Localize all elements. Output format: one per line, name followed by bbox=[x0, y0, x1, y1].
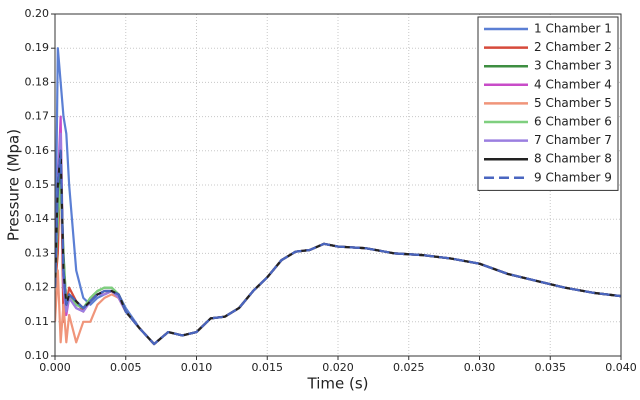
x-axis-title: Time (s) bbox=[307, 375, 369, 393]
y-tick-label: 0.12 bbox=[25, 281, 50, 294]
y-tick-label: 0.16 bbox=[25, 144, 50, 157]
x-tick-label: 0.015 bbox=[252, 361, 284, 374]
y-tick-label: 0.14 bbox=[25, 212, 50, 225]
x-tick-label: 0.005 bbox=[110, 361, 142, 374]
legend-label: 4 Chamber 4 bbox=[534, 77, 612, 91]
y-tick-label: 0.19 bbox=[25, 41, 50, 54]
y-tick-label: 0.15 bbox=[25, 178, 50, 191]
y-tick-label: 0.20 bbox=[25, 7, 50, 20]
legend-label: 6 Chamber 6 bbox=[534, 115, 612, 129]
legend-label: 7 Chamber 7 bbox=[534, 133, 612, 147]
x-tick-label: 0.035 bbox=[535, 361, 567, 374]
y-tick-label: 0.10 bbox=[25, 349, 50, 362]
y-tick-label: 0.17 bbox=[25, 110, 50, 123]
legend-label: 1 Chamber 1 bbox=[534, 22, 612, 36]
y-axis-title: Pressure (Mpa) bbox=[5, 129, 23, 241]
legend-label: 8 Chamber 8 bbox=[534, 152, 612, 166]
x-tick-label: 0.020 bbox=[322, 361, 354, 374]
legend-label: 9 Chamber 9 bbox=[534, 170, 612, 184]
x-tick-label: 0.040 bbox=[605, 361, 637, 374]
x-tick-label: 0.030 bbox=[464, 361, 496, 374]
x-tick-label: 0.000 bbox=[39, 361, 71, 374]
legend-label: 3 Chamber 3 bbox=[534, 59, 612, 73]
series-line bbox=[55, 149, 621, 346]
legend-label: 2 Chamber 2 bbox=[534, 40, 612, 54]
plot-frame bbox=[54, 13, 622, 357]
legend-label: 5 Chamber 5 bbox=[534, 96, 612, 110]
x-tick-label: 0.025 bbox=[393, 361, 425, 374]
plot bbox=[55, 47, 621, 346]
y-tick-label: 0.11 bbox=[25, 315, 50, 328]
y-tick-label: 0.13 bbox=[25, 246, 50, 259]
y-tick-label: 0.18 bbox=[25, 75, 50, 88]
x-tick-label: 0.010 bbox=[181, 361, 213, 374]
